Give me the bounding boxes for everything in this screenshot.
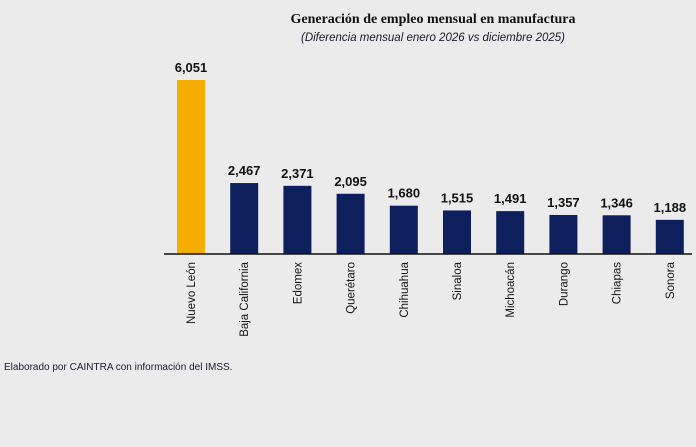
category-label: Sonora [665, 261, 677, 299]
bar [389, 205, 418, 254]
data-label: 6,051 [175, 60, 208, 75]
data-label: 2,467 [228, 163, 261, 178]
category-label: Nuevo León [186, 262, 198, 324]
data-label: 1,680 [388, 186, 421, 201]
bar [443, 210, 471, 254]
data-label: 1,346 [600, 195, 633, 210]
category-label: Michoacán [505, 262, 517, 318]
bar [655, 219, 684, 254]
bar [496, 211, 525, 254]
category-label: Durango [558, 262, 570, 306]
bar [283, 185, 312, 254]
data-label: 1,188 [654, 200, 687, 215]
data-label: 1,357 [547, 195, 580, 210]
source-footnote: Elaborado por CAINTRA con información de… [4, 362, 233, 373]
bar [602, 215, 631, 254]
data-label: 2,095 [334, 174, 367, 189]
category-label: Baja California [239, 261, 251, 336]
category-label: Chihuahua [399, 261, 411, 317]
bar [549, 214, 578, 254]
category-label: Sinaloa [452, 261, 464, 300]
data-label: 2,371 [281, 166, 314, 181]
category-label: Querétaro [346, 262, 358, 314]
category-label: Chiapas [612, 262, 624, 304]
data-label: 1,491 [494, 191, 527, 206]
data-label: 1,515 [441, 190, 474, 205]
category-label: Edomex [292, 262, 304, 304]
bar [230, 183, 259, 254]
chart-subtitle: (Diferencia mensual enero 2026 vs diciem… [300, 32, 565, 44]
chart-title: Generación de empleo mensual en manufact… [290, 12, 576, 27]
bar [177, 80, 205, 254]
bar [336, 193, 365, 254]
